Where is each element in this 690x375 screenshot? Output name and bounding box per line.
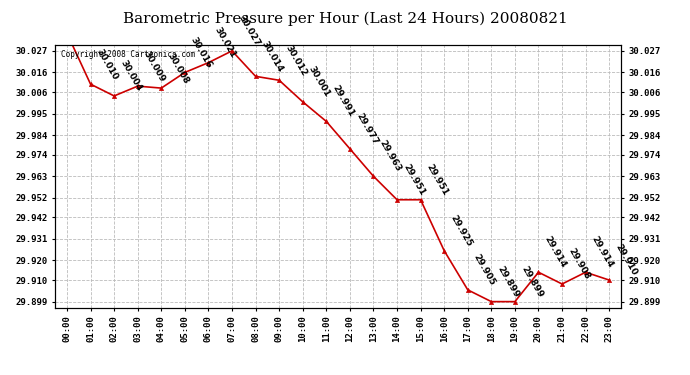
Text: 29.899: 29.899 bbox=[519, 264, 544, 299]
Text: 30.027: 30.027 bbox=[236, 14, 262, 48]
Text: Barometric Pressure per Hour (Last 24 Hours) 20080821: Barometric Pressure per Hour (Last 24 Ho… bbox=[123, 11, 567, 26]
Text: 30.036: 30.036 bbox=[0, 374, 1, 375]
Text: 29.951: 29.951 bbox=[401, 162, 426, 197]
Text: 29.899: 29.899 bbox=[495, 264, 521, 299]
Text: 30.009: 30.009 bbox=[142, 49, 167, 83]
Text: 29.914: 29.914 bbox=[590, 235, 615, 270]
Text: 30.016: 30.016 bbox=[189, 35, 214, 70]
Text: 29.963: 29.963 bbox=[377, 139, 403, 174]
Text: 29.951: 29.951 bbox=[425, 162, 450, 197]
Text: 30.021: 30.021 bbox=[213, 26, 237, 60]
Text: 29.908: 29.908 bbox=[566, 247, 591, 281]
Text: 29.910: 29.910 bbox=[613, 243, 638, 277]
Text: 30.014: 30.014 bbox=[259, 39, 285, 74]
Text: Copyright 2008 Cartronics.com: Copyright 2008 Cartronics.com bbox=[61, 50, 195, 59]
Text: 30.008: 30.008 bbox=[166, 51, 190, 86]
Text: 29.914: 29.914 bbox=[542, 235, 568, 270]
Text: 29.905: 29.905 bbox=[472, 252, 497, 287]
Text: 30.004: 30.004 bbox=[118, 59, 144, 93]
Text: 30.010: 30.010 bbox=[95, 47, 119, 81]
Text: 30.012: 30.012 bbox=[284, 43, 308, 78]
Text: 29.977: 29.977 bbox=[354, 111, 380, 146]
Text: 30.001: 30.001 bbox=[307, 65, 332, 99]
Text: 29.991: 29.991 bbox=[331, 84, 356, 118]
Text: 29.925: 29.925 bbox=[448, 213, 473, 248]
